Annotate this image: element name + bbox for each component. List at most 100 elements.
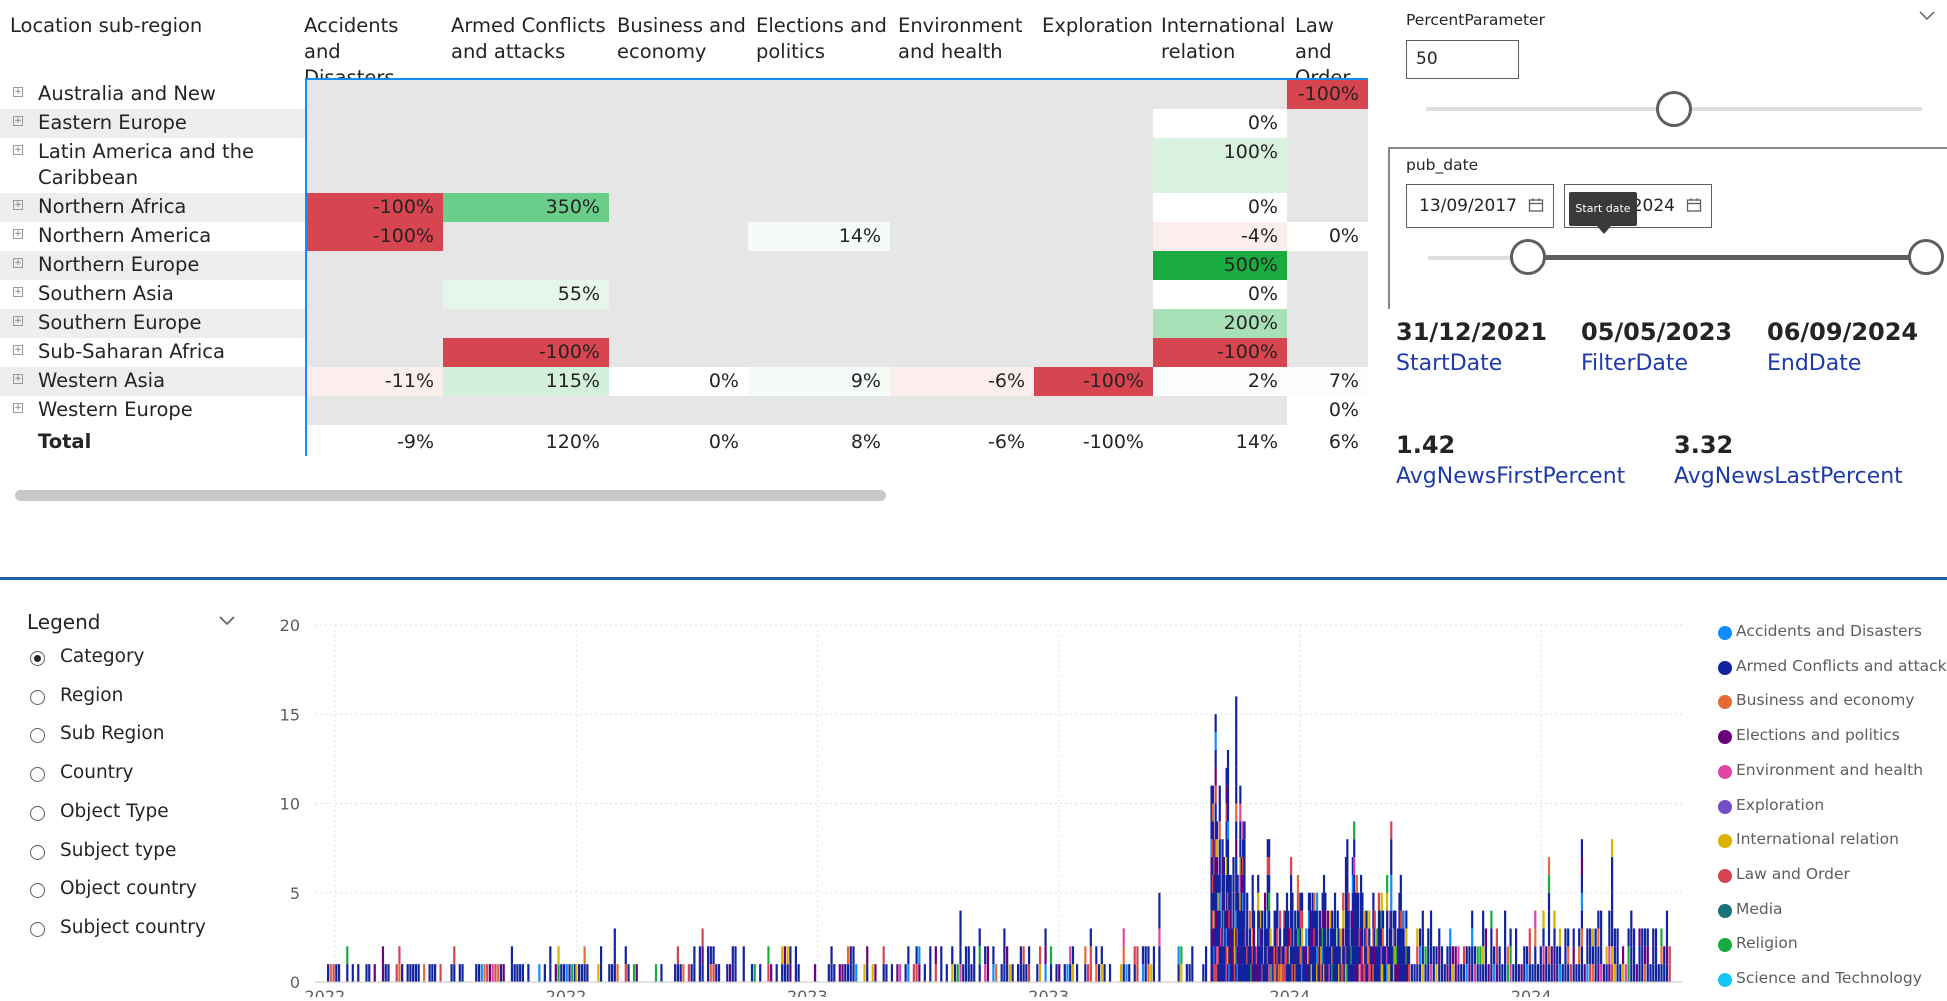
matrix-cell[interactable] bbox=[307, 280, 443, 309]
percent-slider-handle[interactable] bbox=[1656, 91, 1692, 127]
matrix-cell[interactable] bbox=[748, 396, 890, 425]
matrix-cell[interactable] bbox=[1034, 338, 1153, 367]
matrix-cell[interactable] bbox=[609, 396, 748, 425]
matrix-cell[interactable]: 115% bbox=[443, 367, 609, 396]
row-label[interactable]: Northern Africa bbox=[38, 195, 187, 218]
matrix-cell[interactable] bbox=[890, 309, 1034, 338]
matrix-cell[interactable] bbox=[443, 138, 609, 193]
matrix-cell[interactable]: 0% bbox=[1153, 109, 1287, 138]
radio-option-label[interactable]: Object Type bbox=[60, 800, 169, 822]
matrix-cell[interactable]: 0% bbox=[1153, 193, 1287, 222]
matrix-cell[interactable] bbox=[609, 309, 748, 338]
matrix-cell[interactable]: 7% bbox=[1287, 367, 1368, 396]
matrix-cell[interactable] bbox=[1287, 280, 1368, 309]
matrix-cell[interactable] bbox=[1034, 222, 1153, 251]
matrix-cell[interactable]: -6% bbox=[890, 367, 1034, 396]
row-label[interactable]: Southern Europe bbox=[38, 311, 202, 334]
calendar-icon[interactable] bbox=[1686, 197, 1702, 218]
matrix-cell[interactable]: 0% bbox=[609, 367, 748, 396]
matrix-cell[interactable]: -100% bbox=[307, 222, 443, 251]
legend-item[interactable]: Business and economy bbox=[1736, 691, 1915, 710]
matrix-cell[interactable] bbox=[890, 138, 1034, 193]
matrix-cell[interactable] bbox=[748, 193, 890, 222]
legend-item[interactable]: International relation bbox=[1736, 830, 1899, 849]
legend-item[interactable]: Accidents and Disasters bbox=[1736, 622, 1922, 640]
matrix-cell[interactable] bbox=[443, 222, 609, 251]
radio-option-label[interactable]: Sub Region bbox=[60, 723, 165, 745]
radio-option-label[interactable]: Category bbox=[60, 646, 145, 667]
matrix-cell[interactable] bbox=[890, 193, 1034, 222]
matrix-cell[interactable] bbox=[748, 309, 890, 338]
legend-item[interactable]: Media bbox=[1736, 899, 1783, 918]
calendar-icon[interactable] bbox=[1528, 197, 1544, 218]
expand-icon[interactable]: + bbox=[13, 316, 23, 326]
radio-button[interactable] bbox=[30, 921, 45, 937]
radio-button[interactable] bbox=[30, 805, 45, 821]
matrix-cell[interactable] bbox=[890, 396, 1034, 425]
matrix-cell[interactable] bbox=[1287, 193, 1368, 222]
matrix-cell[interactable] bbox=[609, 109, 748, 138]
radio-button[interactable] bbox=[30, 651, 45, 666]
matrix-cell[interactable] bbox=[1034, 396, 1153, 425]
radio-option-label[interactable]: Region bbox=[60, 684, 124, 706]
matrix-cell[interactable] bbox=[1034, 80, 1153, 109]
expand-icon[interactable]: + bbox=[13, 403, 23, 413]
legend-item[interactable]: Environment and health bbox=[1736, 760, 1924, 779]
row-label[interactable]: Northern Europe bbox=[38, 253, 200, 276]
matrix-cell[interactable] bbox=[1287, 251, 1368, 280]
matrix-cell[interactable]: -11% bbox=[307, 367, 443, 396]
matrix-cell[interactable] bbox=[1287, 109, 1368, 138]
matrix-cell[interactable] bbox=[748, 138, 890, 193]
expand-icon[interactable]: + bbox=[13, 145, 23, 155]
matrix-cell[interactable] bbox=[307, 338, 443, 367]
matrix-cell[interactable] bbox=[443, 80, 609, 109]
matrix-cell[interactable] bbox=[609, 80, 748, 109]
legend-item[interactable]: Law and Order bbox=[1736, 864, 1850, 883]
matrix-cell[interactable] bbox=[890, 338, 1034, 367]
matrix-cell[interactable] bbox=[748, 109, 890, 138]
matrix-cell[interactable] bbox=[1034, 109, 1153, 138]
expand-icon[interactable]: + bbox=[13, 287, 23, 297]
matrix-cell[interactable] bbox=[1034, 138, 1153, 193]
radio-option-label[interactable]: Object country bbox=[60, 878, 197, 900]
date-slider-end-handle[interactable] bbox=[1908, 239, 1944, 275]
radio-button[interactable] bbox=[30, 728, 45, 744]
matrix-cell[interactable] bbox=[443, 396, 609, 425]
matrix-cell[interactable]: 14% bbox=[748, 222, 890, 251]
row-label[interactable]: Western Europe bbox=[38, 398, 193, 421]
start-date-input[interactable]: 13/09/2017 bbox=[1406, 184, 1554, 228]
chevron-down-icon[interactable] bbox=[217, 613, 237, 632]
row-label[interactable]: Sub-Saharan Africa bbox=[38, 340, 225, 363]
matrix-cell[interactable] bbox=[1287, 309, 1368, 338]
radio-option-label[interactable]: Subject country bbox=[60, 916, 206, 938]
horizontal-scrollbar[interactable] bbox=[15, 490, 886, 501]
expand-icon[interactable]: + bbox=[13, 116, 23, 126]
matrix-cell[interactable]: 100% bbox=[1153, 138, 1287, 193]
matrix-cell[interactable]: -100% bbox=[1287, 80, 1368, 109]
matrix-cell[interactable] bbox=[748, 338, 890, 367]
matrix-cell[interactable] bbox=[307, 80, 443, 109]
column-header[interactable]: Exploration bbox=[1042, 14, 1153, 37]
date-slider-start-handle[interactable] bbox=[1509, 239, 1546, 275]
expand-icon[interactable]: + bbox=[13, 200, 23, 210]
matrix-cell[interactable]: 500% bbox=[1153, 251, 1287, 280]
matrix-cell[interactable] bbox=[1153, 80, 1287, 109]
matrix-cell[interactable] bbox=[609, 338, 748, 367]
matrix-cell[interactable]: 350% bbox=[443, 193, 609, 222]
expand-icon[interactable]: + bbox=[13, 87, 23, 97]
matrix-cell[interactable] bbox=[890, 251, 1034, 280]
expand-icon[interactable]: + bbox=[13, 229, 23, 239]
legend-item[interactable]: Exploration bbox=[1736, 795, 1825, 814]
percent-parameter-input[interactable]: 50 bbox=[1406, 40, 1519, 79]
matrix-cell[interactable]: -100% bbox=[307, 193, 443, 222]
matrix-cell[interactable] bbox=[748, 280, 890, 309]
matrix-cell[interactable]: 0% bbox=[1287, 396, 1368, 425]
matrix-cell[interactable] bbox=[307, 396, 443, 425]
row-label[interactable]: Northern America bbox=[38, 224, 212, 247]
row-header-location-sub-region[interactable]: Location sub-region bbox=[10, 14, 203, 37]
matrix-cell[interactable] bbox=[443, 251, 609, 280]
row-label[interactable]: Western Asia bbox=[38, 369, 166, 392]
matrix-cell[interactable]: 200% bbox=[1153, 309, 1287, 338]
radio-option-label[interactable]: Country bbox=[60, 762, 134, 784]
matrix-cell[interactable] bbox=[307, 109, 443, 138]
